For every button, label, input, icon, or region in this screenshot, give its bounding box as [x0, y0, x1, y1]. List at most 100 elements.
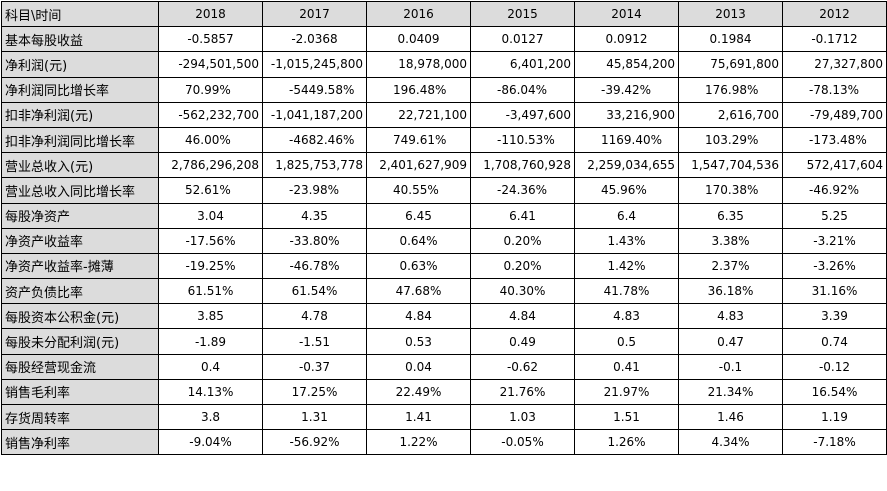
value-cell: 2.37%	[678, 252, 783, 280]
value-cell: -46.78%	[262, 252, 367, 280]
row-label-cell: 扣非净利润(元)	[1, 101, 159, 128]
value-cell: 0.4	[158, 353, 263, 380]
value-cell: 0.49	[470, 328, 575, 355]
value-cell: 21.97%	[574, 378, 679, 406]
value-cell: 2,259,034,655	[574, 152, 679, 179]
table-row: 每股资本公积金(元) 3.85 4.78 4.84 4.84 4.83 4.83 3.39	[1, 303, 887, 330]
value-cell: -7.18%	[782, 429, 887, 456]
value-cell: 0.0409	[366, 26, 471, 53]
value-cell: 1.46	[678, 403, 783, 431]
value-cell: 572,417,604	[782, 152, 887, 179]
value-cell: 0.74	[782, 328, 887, 355]
value-cell: 170.38%	[678, 177, 783, 204]
value-cell: 4.84	[366, 303, 471, 330]
table-row: 销售毛利率 14.13% 17.25% 22.49% 21.76% 21.97% 21.34…	[1, 378, 887, 406]
value-cell: -110.53%	[470, 126, 575, 154]
value-cell: 17.25%	[262, 378, 367, 406]
value-cell: 6,401,200	[470, 51, 575, 78]
value-cell: -3.21%	[782, 227, 887, 254]
table-body: 基本每股收益 -0.5857 -2.0368 0.0409 0.0127 0.0912 0.…	[1, 26, 887, 456]
value-cell: 47.68%	[366, 278, 471, 305]
value-cell: -2.0368	[262, 26, 367, 53]
value-cell: -1.51	[262, 328, 367, 355]
value-cell: 61.51%	[158, 278, 263, 305]
value-cell: 0.20%	[470, 252, 575, 280]
value-cell: 36.18%	[678, 278, 783, 305]
value-cell: 0.1984	[678, 26, 783, 53]
value-cell: 52.61%	[158, 177, 263, 204]
row-label-cell: 销售毛利率	[1, 378, 159, 406]
table-row: 每股净资产 3.04 4.35 6.45 6.41 6.4 6.35 5.25	[1, 202, 887, 229]
value-cell: 31.16%	[782, 278, 887, 305]
value-cell: 41.78%	[574, 278, 679, 305]
value-cell: -23.98%	[262, 177, 367, 204]
value-cell: 4.83	[678, 303, 783, 330]
value-cell: 1.31	[262, 403, 367, 431]
table-row: 净利润同比增长率 70.99% -5449.58% 196.48% -86.04% -39…	[1, 76, 887, 103]
row-label-cell: 资产负债比率	[1, 278, 159, 305]
value-cell: 14.13%	[158, 378, 263, 406]
value-cell: 3.85	[158, 303, 263, 330]
value-cell: -46.92%	[782, 177, 887, 204]
value-cell: -1.89	[158, 328, 263, 355]
value-cell: -173.48%	[782, 126, 887, 154]
year-header-cell: 2016	[366, 0, 471, 28]
value-cell: -33.80%	[262, 227, 367, 254]
table-row: 资产负债比率 61.51% 61.54% 47.68% 40.30% 41.78% 36.1…	[1, 278, 887, 305]
value-cell: -0.5857	[158, 26, 263, 53]
value-cell: -0.37	[262, 353, 367, 380]
row-label-cell: 存货周转率	[1, 403, 159, 431]
corner-header-cell: 科目\时间	[1, 0, 159, 28]
value-cell: 749.61%	[366, 126, 471, 154]
value-cell: 1.43%	[574, 227, 679, 254]
value-cell: 4.84	[470, 303, 575, 330]
table-row: 净利润(元) -294,501,500 -1,015,245,800 18,978,0…	[1, 51, 887, 78]
value-cell: 61.54%	[262, 278, 367, 305]
value-cell: 1.26%	[574, 429, 679, 456]
value-cell: 196.48%	[366, 76, 471, 103]
value-cell: 6.45	[366, 202, 471, 229]
table-row: 扣非净利润同比增长率 46.00% -4682.46% 749.61% -110.53%…	[1, 126, 887, 154]
value-cell: -9.04%	[158, 429, 263, 456]
value-cell: 21.34%	[678, 378, 783, 406]
value-cell: 6.35	[678, 202, 783, 229]
value-cell: 4.34%	[678, 429, 783, 456]
value-cell: 1.42%	[574, 252, 679, 280]
value-cell: 0.47	[678, 328, 783, 355]
value-cell: 0.0912	[574, 26, 679, 53]
value-cell: 1,708,760,928	[470, 152, 575, 179]
value-cell: 0.0127	[470, 26, 575, 53]
table-row: 扣非净利润(元) -562,232,700 -1,041,187,200 22,721…	[1, 101, 887, 128]
table-row: 存货周转率 3.8 1.31 1.41 1.03 1.51 1.46 1.19	[1, 403, 887, 431]
row-label-cell: 营业总收入(元)	[1, 152, 159, 179]
value-cell: 3.38%	[678, 227, 783, 254]
value-cell: 1.51	[574, 403, 679, 431]
value-cell: 176.98%	[678, 76, 783, 103]
row-label-cell: 扣非净利润同比增长率	[1, 126, 159, 154]
value-cell: 0.63%	[366, 252, 471, 280]
value-cell: -86.04%	[470, 76, 575, 103]
value-cell: 1,547,704,536	[678, 152, 783, 179]
value-cell: -294,501,500	[158, 51, 263, 78]
value-cell: -5449.58%	[262, 76, 367, 103]
financial-indicators-table: 科目\时间 2018 2017 2016 2015 2014 2013 2012…	[1, 0, 887, 456]
value-cell: 1169.40%	[574, 126, 679, 154]
value-cell: 0.64%	[366, 227, 471, 254]
value-cell: 1.22%	[366, 429, 471, 456]
value-cell: 103.29%	[678, 126, 783, 154]
value-cell: -0.62	[470, 353, 575, 380]
value-cell: -562,232,700	[158, 101, 263, 128]
value-cell: -56.92%	[262, 429, 367, 456]
value-cell: 3.04	[158, 202, 263, 229]
year-header-cell: 2018	[158, 0, 263, 28]
value-cell: 0.5	[574, 328, 679, 355]
value-cell: -17.56%	[158, 227, 263, 254]
value-cell: 5.25	[782, 202, 887, 229]
value-cell: 70.99%	[158, 76, 263, 103]
table-row: 每股未分配利润(元) -1.89 -1.51 0.53 0.49 0.5 0.47 0.74	[1, 328, 887, 355]
value-cell: -4682.46%	[262, 126, 367, 154]
value-cell: 1,825,753,778	[262, 152, 367, 179]
year-header-cell: 2017	[262, 0, 367, 28]
value-cell: 1.41	[366, 403, 471, 431]
value-cell: -79,489,700	[782, 101, 887, 128]
